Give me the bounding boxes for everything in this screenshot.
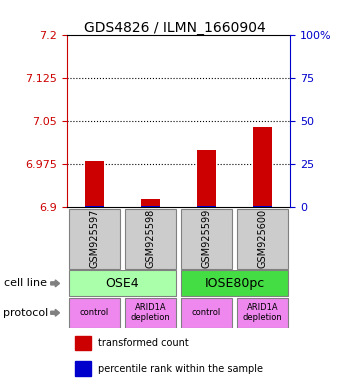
Text: OSE4: OSE4 (106, 277, 139, 290)
Text: cell line: cell line (4, 278, 47, 288)
FancyBboxPatch shape (69, 209, 120, 269)
FancyBboxPatch shape (237, 298, 288, 328)
Text: GSM925597: GSM925597 (90, 209, 99, 268)
Text: control: control (80, 308, 109, 317)
Bar (253, 127, 272, 207)
Bar (141, 206, 160, 207)
FancyBboxPatch shape (125, 298, 176, 328)
Text: GSM925599: GSM925599 (202, 209, 211, 268)
Text: percentile rank within the sample: percentile rank within the sample (98, 364, 263, 374)
FancyBboxPatch shape (181, 298, 232, 328)
Bar (76, 336, 91, 350)
Bar (253, 206, 272, 207)
Text: transformed count: transformed count (98, 338, 189, 348)
Text: protocol: protocol (4, 308, 49, 318)
Text: ARID1A
depletion: ARID1A depletion (131, 303, 170, 323)
FancyBboxPatch shape (181, 209, 232, 269)
FancyBboxPatch shape (69, 298, 120, 328)
Text: ARID1A
depletion: ARID1A depletion (243, 303, 282, 323)
Bar (85, 206, 104, 207)
Bar (197, 150, 216, 207)
Text: GSM925598: GSM925598 (146, 209, 155, 268)
Text: GDS4826 / ILMN_1660904: GDS4826 / ILMN_1660904 (84, 21, 266, 35)
Text: control: control (192, 308, 221, 317)
Bar (141, 199, 160, 207)
FancyBboxPatch shape (181, 270, 288, 296)
FancyBboxPatch shape (237, 209, 288, 269)
Bar (85, 161, 104, 207)
FancyBboxPatch shape (125, 209, 176, 269)
Bar (76, 361, 91, 376)
FancyBboxPatch shape (69, 270, 176, 296)
Text: IOSE80pc: IOSE80pc (204, 277, 265, 290)
Text: GSM925600: GSM925600 (258, 209, 267, 268)
Bar (197, 206, 216, 207)
